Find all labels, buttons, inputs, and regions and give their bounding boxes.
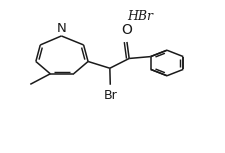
Text: Br: Br: [104, 89, 117, 102]
Text: HBr: HBr: [127, 10, 153, 23]
Text: N: N: [56, 22, 66, 35]
Text: O: O: [122, 23, 132, 37]
